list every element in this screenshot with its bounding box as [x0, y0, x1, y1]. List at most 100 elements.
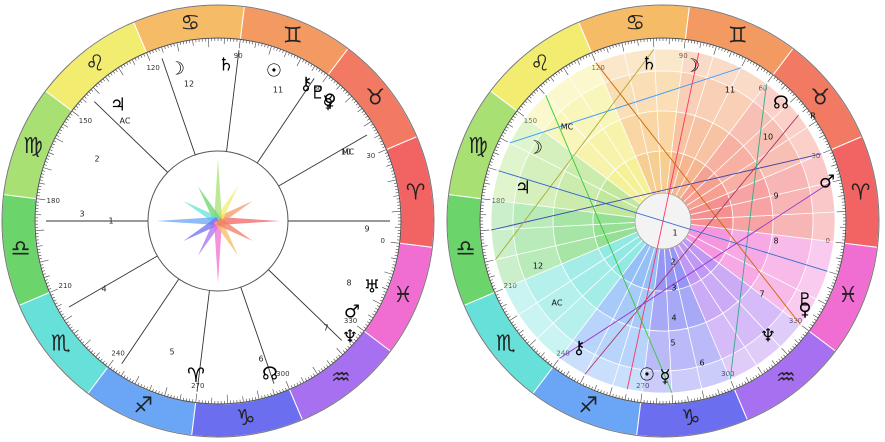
degree-tick [771, 364, 774, 368]
degree-tick [370, 123, 374, 126]
degree-tick [285, 381, 290, 390]
degree-tick [498, 140, 502, 143]
degree-tick [712, 393, 714, 397]
degree-tick [143, 385, 146, 389]
aspect-line [495, 48, 655, 260]
degree-tick [489, 279, 493, 281]
planet-pluto-icon: ♇ [797, 290, 813, 311]
degree-tick [50, 146, 54, 149]
degree-tick [53, 299, 57, 302]
mosaic-cell [706, 56, 742, 88]
degree-tick [808, 121, 817, 127]
degree-tick [768, 366, 771, 370]
degree-tick [293, 55, 296, 58]
degree-tick [270, 393, 272, 397]
degree-tick [242, 396, 244, 403]
degree-tick [164, 387, 168, 397]
degree-tick [372, 126, 376, 129]
degree-tick [351, 98, 355, 101]
degree-tick [282, 388, 284, 392]
degree-label: 240 [111, 350, 124, 358]
degree-tick [331, 360, 334, 364]
degree-tick [571, 376, 574, 380]
house-number: 10 [763, 133, 773, 142]
house-number: 8 [773, 237, 778, 246]
degree-tick [514, 326, 518, 329]
degree-tick [591, 52, 596, 61]
degree-tick [838, 261, 842, 263]
degree-tick [102, 360, 105, 364]
degree-tick [588, 385, 591, 389]
degree-tick [492, 155, 496, 157]
degree-tick [511, 118, 514, 121]
degree-tick [361, 110, 365, 113]
degree-tick [137, 56, 140, 60]
degree-tick [836, 257, 843, 260]
degree-label: 300 [721, 370, 734, 378]
degree-tick [90, 350, 94, 353]
degree-tick [535, 89, 539, 92]
degree-tick [756, 65, 761, 72]
degree-label: 150 [79, 117, 92, 125]
degree-tick [123, 63, 126, 67]
degree-tick [134, 57, 137, 61]
degree-tick [192, 39, 194, 46]
mosaic-cell [721, 346, 758, 380]
degree-tick [137, 382, 140, 386]
degree-tick [511, 321, 514, 324]
degree-label: 150 [524, 117, 537, 125]
zodiac-glyph: ♓ [838, 283, 858, 308]
degree-tick [763, 370, 766, 373]
retrograde-flag: R [810, 112, 816, 121]
mosaic-cell [491, 170, 521, 204]
degree-tick [790, 95, 798, 103]
house-cusp-line [226, 50, 240, 152]
degree-tick [264, 44, 266, 48]
degree-tick [518, 329, 524, 334]
degree-tick [134, 375, 140, 385]
degree-tick [812, 314, 819, 319]
degree-tick [50, 293, 54, 296]
degree-tick [152, 388, 154, 392]
degree-tick [73, 329, 79, 334]
degree-tick [43, 275, 50, 278]
zodiac-glyph: ♉ [810, 86, 830, 111]
planet-venus-icon: ♀ [323, 91, 336, 112]
degree-tick [627, 397, 629, 401]
degree-tick [520, 105, 524, 108]
degree-tick [492, 285, 496, 287]
degree-tick [167, 45, 169, 49]
degree-tick [158, 391, 160, 395]
transit-chart-right: ♈♉♊♋♌♍♎♏♐♑♒♓0306090120150180210240270300… [446, 4, 880, 438]
degree-tick [167, 393, 169, 397]
degree-tick [335, 82, 339, 86]
natal-chart-left: ♈♉♊♋♌♍♎♏♐♑♒♓0306090120150180210240270300… [1, 4, 435, 438]
degree-tick [356, 325, 365, 332]
degree-tick [92, 352, 96, 356]
degree-tick [524, 100, 528, 104]
degree-tick [118, 67, 124, 76]
degree-label: 30 [811, 152, 820, 160]
degree-tick [518, 108, 522, 111]
degree-tick [95, 352, 100, 358]
degree-tick [390, 170, 394, 172]
degree-tick [388, 279, 392, 281]
degree-tick [42, 273, 46, 275]
degree-tick [533, 348, 536, 351]
degree-tick [526, 98, 532, 103]
degree-tick [57, 308, 61, 310]
mosaic-cell [744, 330, 781, 366]
degree-tick [512, 323, 516, 327]
degree-tick [818, 310, 822, 313]
degree-tick [44, 161, 48, 163]
degree-tick [379, 299, 383, 302]
degree-tick [839, 255, 843, 257]
degree-tick [333, 358, 336, 362]
planet-node-icon: ☊ [773, 93, 789, 114]
degree-tick [697, 397, 699, 401]
degree-tick [727, 388, 729, 392]
degree-tick [381, 143, 384, 146]
degree-tick [123, 375, 126, 379]
degree-tick [823, 137, 827, 140]
degree-tick [59, 129, 63, 132]
